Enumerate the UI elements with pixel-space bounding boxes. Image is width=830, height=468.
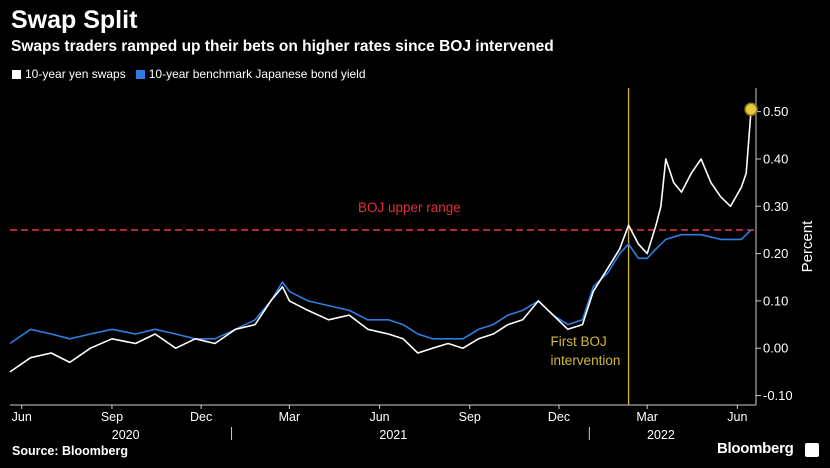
legend-swatch-jgb xyxy=(135,69,145,79)
latest-value-marker xyxy=(744,102,758,117)
y-tick-label: 0.50 xyxy=(763,104,788,119)
y-tick-label: 0.00 xyxy=(763,341,788,356)
x-year-label: 2022 xyxy=(647,428,675,440)
x-tick-label: Mar xyxy=(279,410,301,424)
intervention-label-line2: intervention xyxy=(551,353,621,368)
jgb-line xyxy=(9,229,752,345)
line-chart: -0.10 0.00 0.10 0.20 0.30 0.40 0.50 Percent Jun S… xyxy=(9,88,816,440)
y-tick-label: 0.30 xyxy=(763,199,788,214)
x-tick-label: Sep xyxy=(459,410,481,424)
x-tick-label: Dec xyxy=(548,410,570,424)
legend-label-jgb: 10-year benchmark Japanese bond yield xyxy=(148,67,366,81)
boj-upper-range-label: BOJ upper range xyxy=(358,200,461,215)
x-tick-label: Jun xyxy=(727,410,747,424)
y-tick-label: 0.20 xyxy=(763,246,788,261)
x-tick-label: Mar xyxy=(636,410,658,424)
legend-item-jgb: 10-year benchmark Japanese bond yield xyxy=(135,67,366,81)
y-tick-label: 0.10 xyxy=(763,293,788,308)
x-year-label: 2021 xyxy=(379,428,407,440)
x-tick-label: Dec xyxy=(190,410,212,424)
brand-logo: Bloomberg xyxy=(717,440,794,457)
legend-label-swaps: 10-year yen swaps xyxy=(25,67,126,81)
y-tick-label: 0.40 xyxy=(763,151,788,166)
x-tick-label: Jun xyxy=(369,410,389,424)
legend-swatch-swaps xyxy=(12,69,21,79)
legend: 10-year yen swaps 10-year benchmark Japa… xyxy=(12,67,376,81)
source-note: Source: Bloomberg xyxy=(12,444,128,458)
y-tick-label: -0.10 xyxy=(763,388,793,403)
y-axis-label: Percent xyxy=(799,220,816,273)
swaps-line xyxy=(9,109,752,373)
chart-subtitle: Swaps traders ramped up their bets on hi… xyxy=(11,38,554,55)
chart-title: Swap Split xyxy=(11,6,138,34)
brand-mark-icon xyxy=(805,443,819,457)
x-tick-label: Sep xyxy=(101,410,123,424)
intervention-label-line1: First BOJ xyxy=(551,334,607,349)
legend-item-swaps: 10-year yen swaps xyxy=(12,67,126,81)
x-tick-label: Jun xyxy=(12,410,32,424)
x-year-label: 2020 xyxy=(112,428,140,440)
